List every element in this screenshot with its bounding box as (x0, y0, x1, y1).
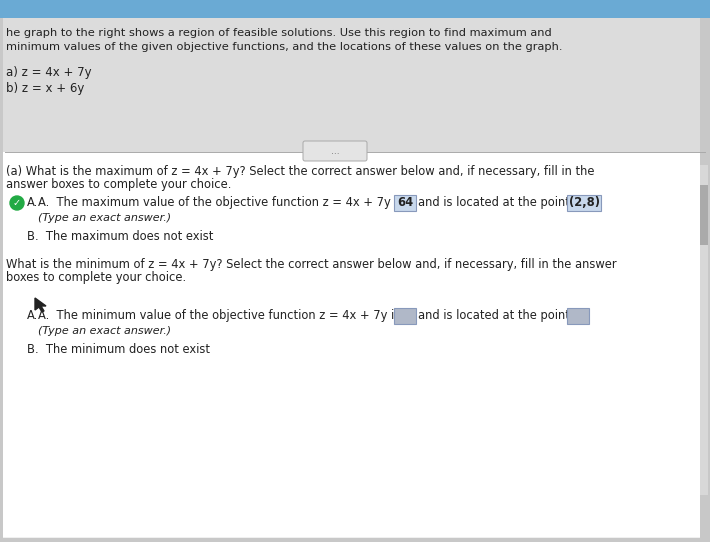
FancyBboxPatch shape (0, 0, 710, 18)
Text: B.  The maximum does not exist: B. The maximum does not exist (27, 230, 214, 243)
FancyBboxPatch shape (3, 18, 700, 152)
Text: minimum values of the given objective functions, and the locations of these valu: minimum values of the given objective fu… (6, 42, 562, 52)
FancyBboxPatch shape (0, 0, 710, 152)
FancyBboxPatch shape (303, 141, 367, 161)
Circle shape (10, 196, 24, 210)
FancyBboxPatch shape (3, 152, 700, 537)
Text: A.: A. (27, 309, 38, 322)
Text: (Type an exact answer.): (Type an exact answer.) (38, 213, 171, 223)
Text: A.  The minimum value of the objective function z = 4x + 7y is: A. The minimum value of the objective fu… (38, 309, 400, 322)
Text: he graph to the right shows a region of feasible solutions. Use this region to f: he graph to the right shows a region of … (6, 28, 552, 38)
Text: 64: 64 (397, 197, 413, 210)
FancyBboxPatch shape (0, 0, 710, 18)
FancyBboxPatch shape (394, 308, 416, 324)
FancyBboxPatch shape (3, 18, 700, 538)
Polygon shape (35, 298, 46, 312)
Text: and is located at the point: and is located at the point (418, 309, 570, 322)
Text: What is the minimum of z = 4x + 7y? Select the correct answer below and, if nece: What is the minimum of z = 4x + 7y? Sele… (6, 258, 616, 271)
FancyBboxPatch shape (700, 165, 708, 495)
Text: b) z = x + 6y: b) z = x + 6y (6, 82, 84, 95)
Text: answer boxes to complete your choice.: answer boxes to complete your choice. (6, 178, 231, 191)
FancyBboxPatch shape (567, 308, 589, 324)
Text: a) z = 4x + 7y: a) z = 4x + 7y (6, 66, 92, 79)
Text: ...: ... (331, 146, 339, 156)
FancyBboxPatch shape (700, 185, 708, 245)
Text: boxes to complete your choice.: boxes to complete your choice. (6, 271, 186, 284)
Text: A.  The maximum value of the objective function z = 4x + 7y is: A. The maximum value of the objective fu… (38, 196, 403, 209)
FancyBboxPatch shape (567, 195, 601, 211)
Text: (Type an exact answer.): (Type an exact answer.) (38, 326, 171, 336)
Text: B.  The minimum does not exist: B. The minimum does not exist (27, 343, 210, 356)
Text: A.: A. (27, 196, 38, 209)
Text: (a) What is the maximum of z = 4x + 7y? Select the correct answer below and, if : (a) What is the maximum of z = 4x + 7y? … (6, 165, 594, 178)
Text: (2,8): (2,8) (569, 197, 599, 210)
Text: ✓: ✓ (13, 198, 21, 208)
Text: and is located at the point: and is located at the point (418, 196, 570, 209)
FancyBboxPatch shape (394, 195, 416, 211)
